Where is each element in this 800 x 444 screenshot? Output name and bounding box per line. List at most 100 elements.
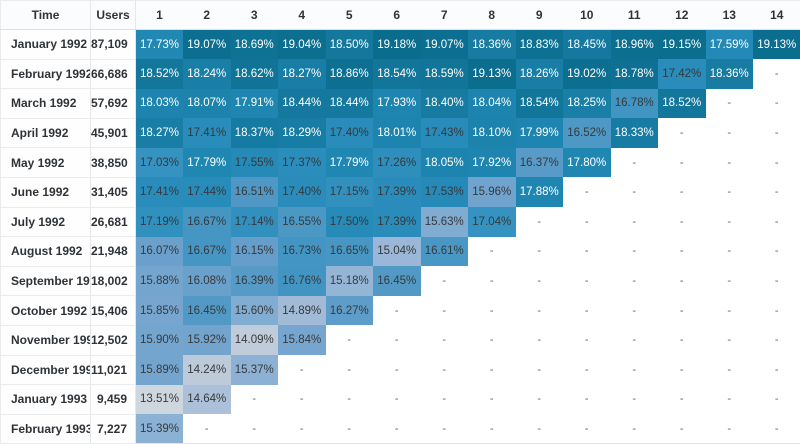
empty-cell: - bbox=[706, 207, 754, 237]
retention-cell: 17.40% bbox=[326, 118, 374, 148]
time-cell: September 1992 bbox=[1, 266, 91, 296]
retention-cell: 18.69% bbox=[231, 30, 279, 60]
empty-cell: - bbox=[373, 385, 421, 415]
retention-cell: 17.79% bbox=[326, 148, 374, 178]
retention-cell: 16.37% bbox=[516, 148, 564, 178]
retention-cell: 18.10% bbox=[468, 118, 516, 148]
retention-cell: 15.39% bbox=[136, 414, 184, 444]
time-cell: April 1992 bbox=[1, 118, 91, 148]
empty-cell: - bbox=[706, 414, 754, 444]
users-cell: 12,502 bbox=[91, 325, 136, 355]
empty-cell: - bbox=[516, 414, 564, 444]
empty-cell: - bbox=[516, 385, 564, 415]
retention-cell: 18.50% bbox=[326, 30, 374, 60]
retention-cell: 18.29% bbox=[278, 118, 326, 148]
table-row: April 1992 45,901 18.27%17.41%18.37%18.2… bbox=[1, 118, 800, 148]
empty-cell: - bbox=[611, 355, 659, 385]
users-cell: 9,459 bbox=[91, 385, 136, 415]
users-cell: 7,227 bbox=[91, 414, 136, 444]
retention-cell: 17.73% bbox=[136, 30, 184, 60]
users-cell: 38,850 bbox=[91, 148, 136, 178]
retention-cell: 15.84% bbox=[278, 325, 326, 355]
retention-cell: 16.45% bbox=[373, 266, 421, 296]
users-cell: 11,021 bbox=[91, 355, 136, 385]
empty-cell: - bbox=[516, 266, 564, 296]
retention-cell: 18.54% bbox=[373, 59, 421, 89]
empty-cell: - bbox=[753, 296, 800, 326]
retention-cell: 16.65% bbox=[326, 237, 374, 267]
empty-cell: - bbox=[706, 118, 754, 148]
retention-cell: 18.03% bbox=[136, 89, 184, 119]
table-row: July 1992 26,681 17.19%16.67%17.14%16.55… bbox=[1, 207, 800, 237]
empty-cell: - bbox=[563, 207, 611, 237]
retention-cell: 19.07% bbox=[421, 30, 469, 60]
retention-cell: 17.42% bbox=[658, 59, 706, 89]
empty-cell: - bbox=[183, 414, 231, 444]
retention-cell: 18.27% bbox=[136, 118, 184, 148]
retention-cell: 17.53% bbox=[421, 177, 469, 207]
empty-cell: - bbox=[611, 177, 659, 207]
empty-cell: - bbox=[753, 325, 800, 355]
retention-cell: 18.24% bbox=[183, 59, 231, 89]
retention-cell: 18.54% bbox=[516, 89, 564, 119]
empty-cell: - bbox=[611, 414, 659, 444]
retention-cell: 16.27% bbox=[326, 296, 374, 326]
retention-cell: 16.15% bbox=[231, 237, 279, 267]
retention-cell: 17.99% bbox=[516, 118, 564, 148]
retention-cell: 17.14% bbox=[231, 207, 279, 237]
column-header-period: 12 bbox=[658, 1, 706, 30]
empty-cell: - bbox=[563, 414, 611, 444]
time-cell: January 1992 bbox=[1, 30, 91, 60]
users-cell: 18,002 bbox=[91, 266, 136, 296]
empty-cell: - bbox=[706, 89, 754, 119]
retention-cell: 17.91% bbox=[231, 89, 279, 119]
empty-cell: - bbox=[231, 414, 279, 444]
empty-cell: - bbox=[706, 266, 754, 296]
retention-cell: 15.85% bbox=[136, 296, 184, 326]
empty-cell: - bbox=[373, 355, 421, 385]
table-row: May 1992 38,850 17.03%17.79%17.55%17.37%… bbox=[1, 148, 800, 178]
retention-cell: 17.92% bbox=[468, 148, 516, 178]
empty-cell: - bbox=[326, 414, 374, 444]
table-row: January 1993 9,459 13.51%14.64%---------… bbox=[1, 385, 800, 415]
retention-cell: 18.40% bbox=[421, 89, 469, 119]
retention-cell: 16.78% bbox=[611, 89, 659, 119]
empty-cell: - bbox=[753, 89, 800, 119]
retention-cell: 18.44% bbox=[326, 89, 374, 119]
retention-cell: 19.13% bbox=[468, 59, 516, 89]
empty-cell: - bbox=[373, 414, 421, 444]
retention-cell: 18.04% bbox=[468, 89, 516, 119]
retention-cell: 15.92% bbox=[183, 325, 231, 355]
time-cell: May 1992 bbox=[1, 148, 91, 178]
column-header-period: 5 bbox=[326, 1, 374, 30]
table-row: January 1992 87,109 17.73%19.07%18.69%19… bbox=[1, 30, 800, 60]
empty-cell: - bbox=[516, 355, 564, 385]
retention-cell: 19.13% bbox=[753, 30, 800, 60]
empty-cell: - bbox=[468, 237, 516, 267]
empty-cell: - bbox=[326, 355, 374, 385]
empty-cell: - bbox=[753, 59, 800, 89]
empty-cell: - bbox=[658, 266, 706, 296]
table-row: November 1992 12,502 15.90%15.92%14.09%1… bbox=[1, 325, 800, 355]
users-cell: 31,405 bbox=[91, 177, 136, 207]
retention-cell: 15.04% bbox=[373, 237, 421, 267]
empty-cell: - bbox=[658, 296, 706, 326]
retention-cell: 17.59% bbox=[706, 30, 754, 60]
empty-cell: - bbox=[611, 266, 659, 296]
empty-cell: - bbox=[231, 385, 279, 415]
empty-cell: - bbox=[658, 207, 706, 237]
time-cell: July 1992 bbox=[1, 207, 91, 237]
users-cell: 15,406 bbox=[91, 296, 136, 326]
retention-cell: 15.90% bbox=[136, 325, 184, 355]
retention-cell: 18.25% bbox=[563, 89, 611, 119]
retention-cell: 19.07% bbox=[183, 30, 231, 60]
empty-cell: - bbox=[421, 385, 469, 415]
retention-cell: 15.60% bbox=[231, 296, 279, 326]
retention-cell: 17.40% bbox=[278, 177, 326, 207]
empty-cell: - bbox=[658, 325, 706, 355]
users-cell: 66,686 bbox=[91, 59, 136, 89]
column-header-users: Users bbox=[91, 1, 136, 30]
empty-cell: - bbox=[611, 385, 659, 415]
retention-cell: 17.04% bbox=[468, 207, 516, 237]
column-header-period: 13 bbox=[706, 1, 754, 30]
